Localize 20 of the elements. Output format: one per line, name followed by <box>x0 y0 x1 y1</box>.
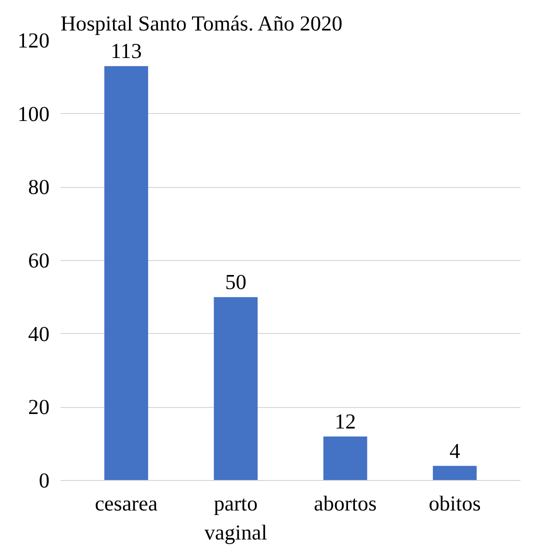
y-tick-label: 80 <box>28 175 50 200</box>
data-label: 50 <box>225 270 246 294</box>
y-tick-label: 120 <box>18 28 50 52</box>
x-tick-label: parto vaginal <box>204 492 268 544</box>
y-tick-label: 0 <box>38 468 50 492</box>
bar <box>214 297 258 480</box>
x-tick-label: obitos <box>428 492 481 516</box>
y-tick-label: 100 <box>18 102 50 126</box>
bar <box>432 466 477 480</box>
y-tick-label: 40 <box>28 322 50 346</box>
data-label: 4 <box>449 438 460 463</box>
data-label: 113 <box>110 39 142 64</box>
data-label: 12 <box>334 410 356 434</box>
x-tick-label: cesarea <box>94 492 158 516</box>
bar <box>104 66 148 480</box>
y-tick-label: 60 <box>28 248 50 272</box>
bar <box>323 436 368 480</box>
chart-title: Hospital Santo Tomás. Año 2020 <box>60 12 342 36</box>
x-tick-label: abortos <box>314 492 377 516</box>
y-tick-label: 20 <box>28 395 50 420</box>
